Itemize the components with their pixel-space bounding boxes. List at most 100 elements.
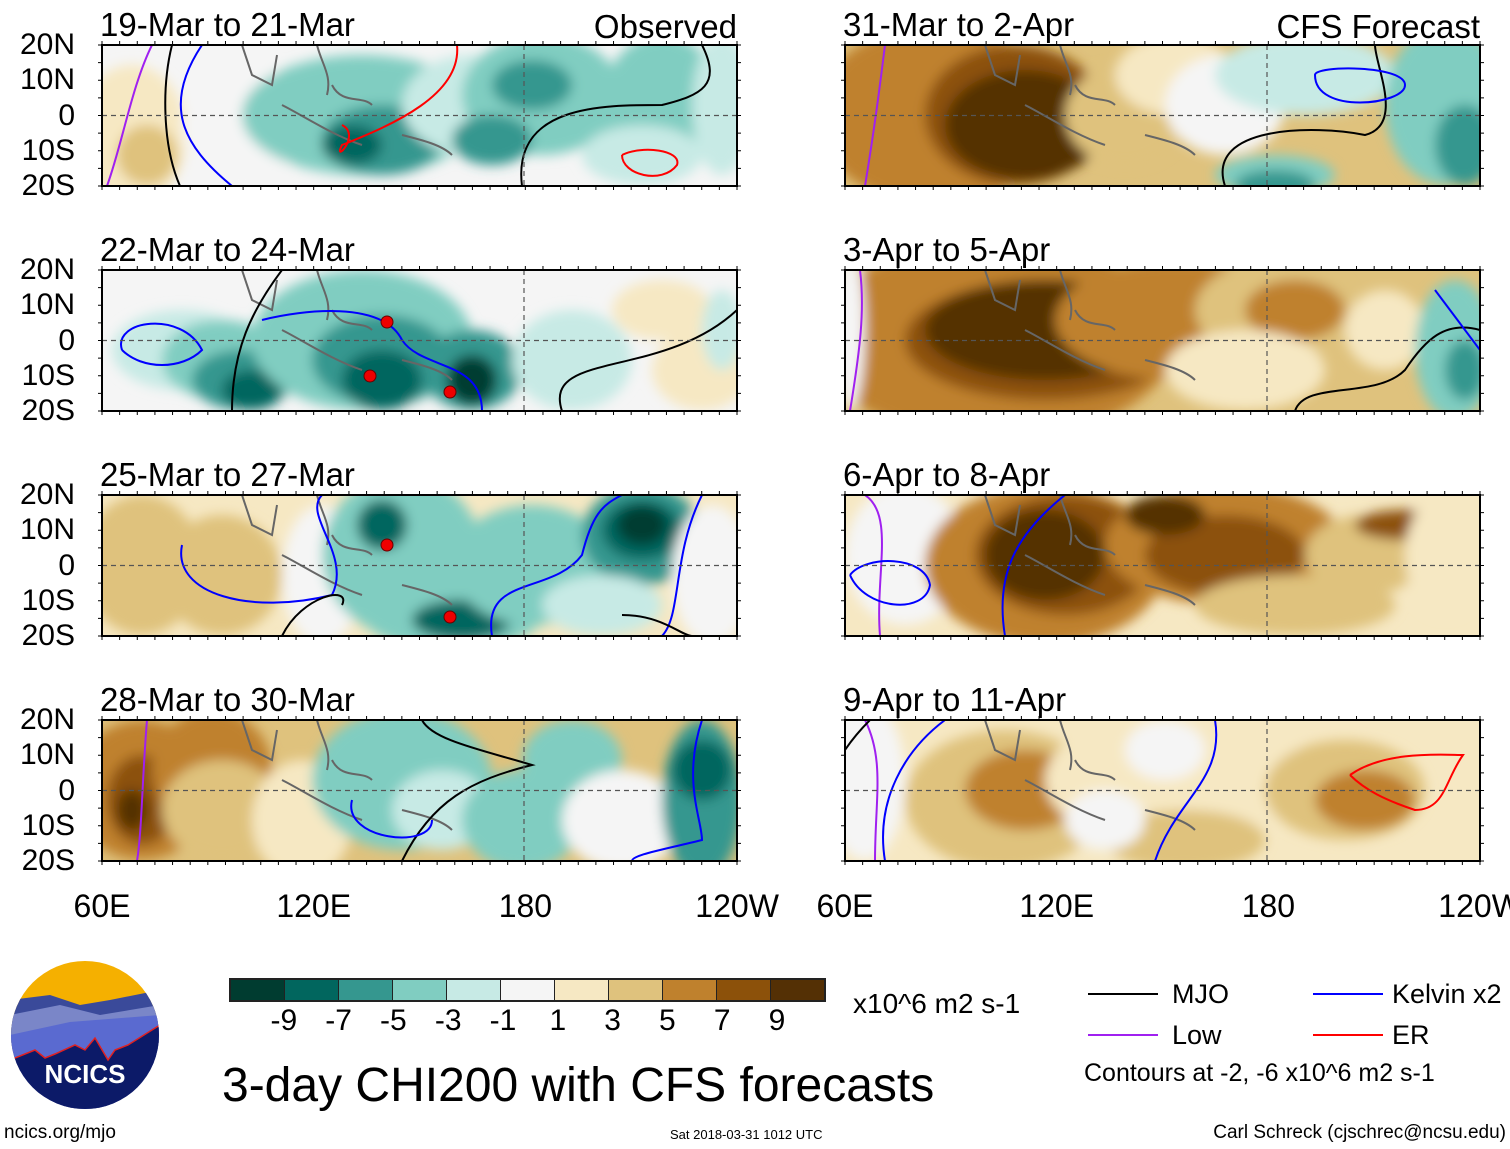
legend-line-er: [1313, 1034, 1383, 1036]
wave-contour: [849, 270, 863, 411]
wave-contour: [1314, 67, 1407, 104]
wave-contour: [231, 270, 283, 411]
panel-tag: Observed: [593, 8, 737, 45]
coastline: [241, 45, 453, 156]
chi200-anomaly-region: [1345, 290, 1425, 370]
chi200-anomaly-region: [562, 770, 682, 861]
latitude-label: 20N: [19, 478, 75, 511]
colorbar-label: -1: [489, 1004, 517, 1037]
tropical-cyclone-icon: [443, 610, 457, 624]
latitude-label: 20S: [21, 169, 75, 202]
latitude-label: 20N: [19, 703, 75, 736]
colorbar-label: 9: [768, 1004, 786, 1037]
panel-title: 28-Mar to 30-Mar: [100, 681, 355, 718]
wave-contour: [136, 720, 148, 861]
longitude-label: 120E: [276, 888, 352, 924]
coastline: [984, 45, 1196, 156]
map-panel: [98, 491, 741, 640]
chi200-anomaly-region: [1165, 330, 1325, 410]
wave-contour: [120, 322, 204, 366]
wave-contour: [882, 720, 946, 861]
longitude-label: 180: [498, 888, 553, 924]
panel-title: 25-Mar to 27-Mar: [100, 456, 355, 493]
wave-contour: [864, 720, 879, 861]
tropical-cyclone-icon: [363, 369, 377, 383]
wave-contour: [520, 45, 711, 186]
colorbar-swatch: [555, 980, 609, 1000]
footer-timestamp: Sat 2018-03-31 1012 UTC: [670, 1127, 823, 1142]
legend-label-kelvin: Kelvin x2: [1392, 979, 1502, 1009]
wave-contour: [401, 720, 536, 861]
coastline: [241, 270, 453, 381]
legend-label-low: Low: [1172, 1020, 1222, 1050]
map-panel: [98, 716, 741, 865]
panel-title: 31-Mar to 2-Apr: [843, 6, 1075, 43]
chi200-anomaly-region: [582, 125, 702, 185]
legend-line-low: [1088, 1034, 1158, 1036]
chi200-anomaly-region: [1435, 105, 1480, 185]
panel-title: 22-Mar to 24-Mar: [100, 231, 355, 268]
chi200-anomaly-region: [542, 575, 662, 635]
colorbar: [229, 978, 826, 1002]
chi200-anomaly-region: [945, 70, 1105, 180]
longitude-label: 120W: [695, 888, 779, 924]
wave-contour: [845, 720, 871, 751]
latitude-label: 10N: [19, 288, 75, 322]
chi200-anomaly-region: [162, 760, 282, 860]
chi200-anomaly-region: [1405, 495, 1480, 615]
panel-title: 19-Mar to 21-Mar: [100, 6, 355, 43]
colorbar-swatch: [231, 980, 285, 1000]
chi200-anomaly-region: [117, 790, 147, 830]
wave-contour: [558, 309, 737, 411]
wave-contour: [1349, 753, 1465, 812]
wave-contour: [631, 720, 704, 861]
panel-title: 3-Apr to 5-Apr: [843, 231, 1051, 268]
latitude-label: 10N: [19, 63, 75, 97]
footer-url[interactable]: ncics.org/mjo: [4, 1122, 116, 1143]
colorbar-swatch: [285, 980, 339, 1000]
coastline: [241, 495, 453, 606]
colorbar-swatch: [447, 980, 501, 1000]
colorbar-label: -5: [380, 1004, 407, 1037]
longitude-label: 180: [1241, 888, 1296, 924]
chi200-anomaly-region: [702, 290, 737, 370]
wave-contour: [621, 148, 679, 177]
legend-note: Contours at -2, -6 x10^6 m2 s-1: [1084, 1059, 1435, 1087]
latitude-label: 10N: [19, 513, 75, 547]
colorbar-swatch: [501, 980, 555, 1000]
legend-label-er: ER: [1392, 1020, 1430, 1050]
chi200-anomaly-region: [1215, 45, 1395, 115]
panel-title: 6-Apr to 8-Apr: [843, 456, 1051, 493]
chi200-anomaly-region: [617, 505, 667, 545]
figure-title: 3-day CHI200 with CFS forecasts: [222, 1059, 935, 1112]
colorbar-label: 7: [713, 1004, 731, 1037]
latitude-label: 10S: [21, 358, 75, 392]
legend-line-mjo: [1088, 993, 1158, 995]
latitude-label: 10N: [19, 738, 75, 772]
colorbar-label: -7: [325, 1004, 352, 1037]
chi200-anomaly-region: [1105, 810, 1265, 861]
wave-contour: [1221, 45, 1387, 186]
wave-contour: [179, 45, 233, 186]
colorbar-swatch: [609, 980, 663, 1000]
wave-contour: [849, 560, 932, 606]
colorbar-label: 5: [659, 1004, 676, 1037]
wave-contour: [661, 495, 703, 636]
panel-tag: CFS Forecast: [1276, 8, 1480, 45]
chi200-anomaly-region: [452, 115, 532, 165]
chi200-anomaly-region: [512, 310, 632, 410]
latitude-label: 20S: [21, 619, 75, 652]
coastline: [241, 720, 453, 831]
chi200-anomaly-region: [1315, 770, 1415, 830]
chi200-anomaly-region: [1445, 340, 1480, 400]
chi200-anomaly-region: [612, 280, 712, 340]
colorbar-label: -3: [434, 1004, 462, 1037]
latitude-label: 0: [58, 323, 75, 357]
wave-contour: [281, 594, 345, 636]
map-panel: [841, 266, 1484, 415]
chi200-anomaly-region: [1125, 720, 1205, 780]
latitude-label: 0: [58, 548, 75, 582]
panel-title: 9-Apr to 11-Apr: [843, 681, 1067, 718]
latitude-label: 10S: [21, 808, 75, 842]
map-panel: [98, 41, 741, 190]
